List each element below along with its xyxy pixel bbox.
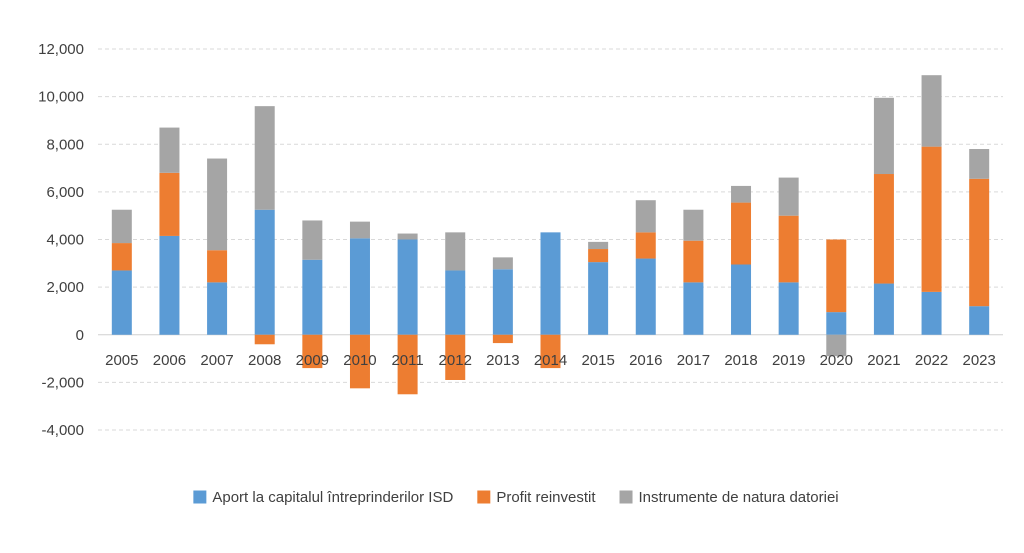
bar-segment-3-2006: [159, 127, 180, 173]
bar-segment-1-2014: [540, 232, 561, 335]
x-tick-label: 2015: [581, 352, 614, 369]
y-tick-label: 10,000: [38, 89, 84, 106]
bar-segment-3-2011: [397, 233, 418, 240]
y-tick-label: -2,000: [41, 374, 84, 391]
bar-segment-3-2009: [302, 220, 323, 260]
bar-segment-2-2013: [492, 334, 513, 344]
x-tick-label: 2017: [677, 352, 710, 369]
bar-segment-3-2015: [588, 241, 609, 250]
bar-segment-3-2020: [826, 334, 847, 357]
x-tick-label: 2009: [296, 352, 329, 369]
bar-segment-3-2018: [731, 185, 752, 203]
x-tick-label: 2012: [439, 352, 472, 369]
y-tick-label: -4,000: [41, 422, 84, 439]
bar-segment-2-2017: [683, 240, 704, 283]
legend-label: Aport la capitalul întreprinderilor ISD: [212, 489, 453, 506]
x-tick-label: 2020: [820, 352, 853, 369]
bar-segment-2-2010: [349, 334, 370, 389]
x-tick-label: 2016: [629, 352, 662, 369]
bar-segment-1-2005: [111, 270, 132, 335]
bar-segment-3-2005: [111, 209, 132, 244]
bar-segment-3-2013: [492, 257, 513, 270]
bar-segment-1-2021: [873, 283, 894, 335]
bar-segment-1-2011: [397, 239, 418, 335]
bar-segment-1-2016: [635, 258, 656, 335]
bar-segment-2-2005: [111, 243, 132, 271]
bar-segment-3-2022: [921, 75, 942, 147]
bar-segment-2-2020: [826, 239, 847, 313]
bar-segment-2-2009: [302, 334, 323, 369]
bar-segment-1-2013: [492, 269, 513, 335]
bar-segment-3-2010: [349, 221, 370, 239]
bar-segment-2-2022: [921, 146, 942, 292]
x-tick-label: 2022: [915, 352, 948, 369]
bar-segment-1-2020: [826, 312, 847, 335]
x-tick-label: 2011: [391, 352, 423, 369]
y-tick-label: 0: [76, 327, 84, 344]
bar-segment-2-2014: [540, 334, 561, 369]
y-tick-label: 6,000: [46, 184, 84, 201]
legend-swatch: [193, 490, 207, 504]
bar-segment-3-2017: [683, 209, 704, 241]
bar-segment-2-2007: [207, 250, 228, 283]
y-tick-label: 4,000: [46, 232, 84, 249]
legend-label: Profit reinvestit: [496, 489, 596, 506]
bar-segment-1-2023: [969, 306, 990, 335]
bar-segment-1-2017: [683, 282, 704, 335]
bar-segment-2-2016: [635, 232, 656, 259]
x-tick-label: 2013: [486, 352, 519, 369]
x-tick-label: 2010: [343, 352, 376, 369]
bar-segment-3-2012: [445, 232, 466, 271]
bar-segment-1-2018: [731, 264, 752, 335]
bar-segment-3-2016: [635, 200, 656, 233]
y-tick-label: 2,000: [46, 279, 84, 296]
bar-segment-1-2010: [349, 238, 370, 335]
bar-segment-1-2022: [921, 291, 942, 335]
x-tick-label: 2019: [772, 352, 805, 369]
bar-segment-2-2019: [778, 215, 799, 283]
bar-segment-2-2012: [445, 334, 466, 380]
legend-swatch: [619, 490, 633, 504]
x-tick-label: 2021: [867, 352, 900, 369]
y-tick-label: 12,000: [38, 41, 84, 58]
legend-item-1: Aport la capitalul întreprinderilor ISD: [193, 489, 453, 506]
x-axis: 2005 2006 2007 2008 2009 2010 2011 2012 2013 2014…: [105, 352, 996, 369]
x-tick-label: 2008: [248, 352, 281, 369]
bar-segment-2-2015: [588, 249, 609, 263]
x-tick-label: 2018: [724, 352, 757, 369]
legend-item-3: Instrumente de natura datoriei: [619, 489, 839, 506]
bar-segment-3-2021: [873, 97, 894, 175]
bar-segment-1-2006: [159, 235, 180, 335]
x-tick-label: 2014: [534, 352, 567, 369]
y-tick-label: 8,000: [46, 136, 84, 153]
bar-segment-3-2007: [207, 158, 228, 251]
bar-segment-2-2008: [254, 334, 275, 345]
legend-swatch: [477, 490, 491, 504]
bar-segment-1-2008: [254, 209, 275, 335]
bars: [111, 75, 990, 395]
bar-segment-2-2006: [159, 172, 180, 236]
bar-segment-3-2023: [969, 149, 990, 179]
bar-segment-3-2008: [254, 106, 275, 210]
x-tick-label: 2005: [105, 352, 138, 369]
x-tick-label: 2007: [200, 352, 233, 369]
bar-segment-1-2007: [207, 282, 228, 335]
bar-segment-2-2011: [397, 334, 418, 395]
legend-item-2: Profit reinvestit: [477, 489, 596, 506]
bar-segment-1-2015: [588, 262, 609, 335]
bar-segment-1-2009: [302, 259, 323, 335]
bar-segment-1-2012: [445, 270, 466, 335]
y-axis: 12,000 10,000 8,000 6,000 4,000 2,000 0 -2,000 -…: [38, 41, 84, 439]
bar-segment-3-2019: [778, 177, 799, 216]
bar-segment-2-2023: [969, 178, 990, 307]
bar-segment-2-2021: [873, 174, 894, 284]
legend: Aport la capitalul întreprinderilor ISD P…: [193, 489, 839, 506]
x-tick-label: 2023: [962, 352, 995, 369]
x-tick-label: 2006: [153, 352, 186, 369]
bar-segment-1-2019: [778, 282, 799, 335]
legend-label: Instrumente de natura datoriei: [639, 489, 839, 506]
bar-segment-2-2018: [731, 202, 752, 265]
